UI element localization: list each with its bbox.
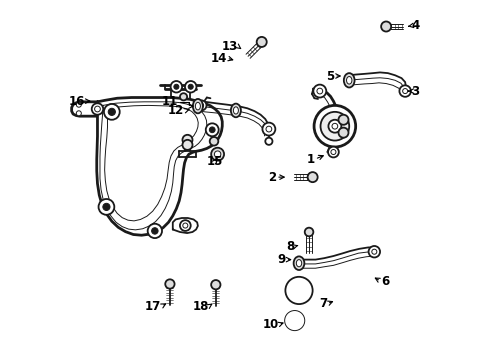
Circle shape: [108, 108, 115, 116]
Text: 13: 13: [222, 40, 238, 53]
Circle shape: [368, 246, 379, 257]
Ellipse shape: [233, 107, 238, 114]
Circle shape: [76, 102, 81, 107]
Circle shape: [320, 112, 348, 140]
Circle shape: [94, 106, 100, 112]
Circle shape: [262, 123, 275, 135]
Circle shape: [256, 37, 266, 47]
Circle shape: [151, 228, 158, 234]
Circle shape: [331, 123, 337, 129]
Text: 11: 11: [162, 95, 178, 108]
Text: 15: 15: [206, 155, 223, 168]
Text: 9: 9: [277, 253, 285, 266]
Circle shape: [327, 147, 338, 157]
Circle shape: [104, 104, 120, 120]
Ellipse shape: [343, 73, 354, 87]
Circle shape: [291, 318, 297, 324]
Circle shape: [402, 89, 407, 94]
Circle shape: [287, 314, 301, 327]
Text: 12: 12: [167, 104, 183, 117]
Circle shape: [313, 105, 355, 147]
Text: 2: 2: [267, 171, 276, 184]
Ellipse shape: [346, 77, 351, 84]
Circle shape: [184, 81, 196, 93]
Circle shape: [338, 115, 348, 125]
Circle shape: [180, 220, 190, 231]
Circle shape: [188, 84, 193, 89]
Circle shape: [209, 137, 218, 145]
Circle shape: [211, 148, 224, 161]
Text: 14: 14: [210, 51, 226, 64]
Circle shape: [182, 135, 192, 145]
Circle shape: [196, 100, 206, 111]
Text: 3: 3: [410, 85, 419, 98]
Circle shape: [265, 138, 272, 145]
Circle shape: [285, 277, 312, 304]
Text: 5: 5: [325, 69, 333, 82]
Ellipse shape: [195, 102, 200, 110]
Text: 18: 18: [192, 300, 208, 313]
Circle shape: [76, 111, 81, 116]
Ellipse shape: [192, 99, 203, 113]
Circle shape: [284, 311, 304, 330]
Circle shape: [199, 103, 203, 108]
Circle shape: [165, 279, 174, 289]
Text: 6: 6: [380, 275, 388, 288]
Circle shape: [399, 85, 410, 97]
Circle shape: [265, 126, 271, 132]
Circle shape: [330, 149, 335, 154]
Text: 4: 4: [410, 19, 419, 32]
Circle shape: [380, 22, 390, 32]
Text: 10: 10: [262, 318, 278, 331]
Circle shape: [92, 103, 103, 115]
Circle shape: [338, 128, 348, 138]
Circle shape: [174, 84, 179, 89]
Circle shape: [102, 203, 110, 211]
Circle shape: [307, 172, 317, 182]
Text: 7: 7: [318, 297, 326, 310]
Circle shape: [99, 199, 114, 215]
Circle shape: [147, 224, 162, 238]
Circle shape: [292, 284, 305, 297]
Circle shape: [211, 280, 220, 289]
Circle shape: [180, 93, 187, 100]
Circle shape: [183, 223, 187, 228]
Circle shape: [288, 280, 308, 301]
Circle shape: [328, 120, 341, 133]
Ellipse shape: [296, 260, 301, 267]
Text: 17: 17: [145, 300, 161, 313]
Circle shape: [296, 288, 301, 293]
Text: 16: 16: [68, 95, 85, 108]
Circle shape: [316, 88, 322, 94]
Text: 8: 8: [286, 240, 294, 253]
Circle shape: [371, 249, 376, 254]
Circle shape: [182, 140, 192, 150]
Circle shape: [205, 123, 218, 136]
Text: 1: 1: [306, 153, 314, 166]
Circle shape: [304, 228, 313, 236]
Circle shape: [170, 81, 182, 93]
Circle shape: [214, 151, 221, 157]
Circle shape: [209, 127, 215, 133]
Circle shape: [313, 85, 325, 98]
Ellipse shape: [293, 256, 304, 270]
Ellipse shape: [230, 104, 241, 117]
